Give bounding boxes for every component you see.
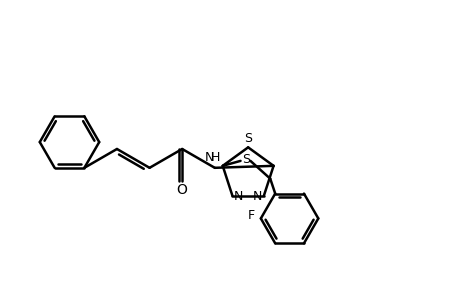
Text: N: N bbox=[205, 152, 214, 164]
Text: O: O bbox=[176, 183, 187, 196]
Text: S: S bbox=[242, 153, 250, 167]
Text: H: H bbox=[211, 152, 220, 164]
Text: N: N bbox=[253, 190, 262, 203]
Text: N: N bbox=[233, 190, 242, 203]
Text: F: F bbox=[247, 209, 254, 222]
Text: S: S bbox=[244, 132, 252, 145]
